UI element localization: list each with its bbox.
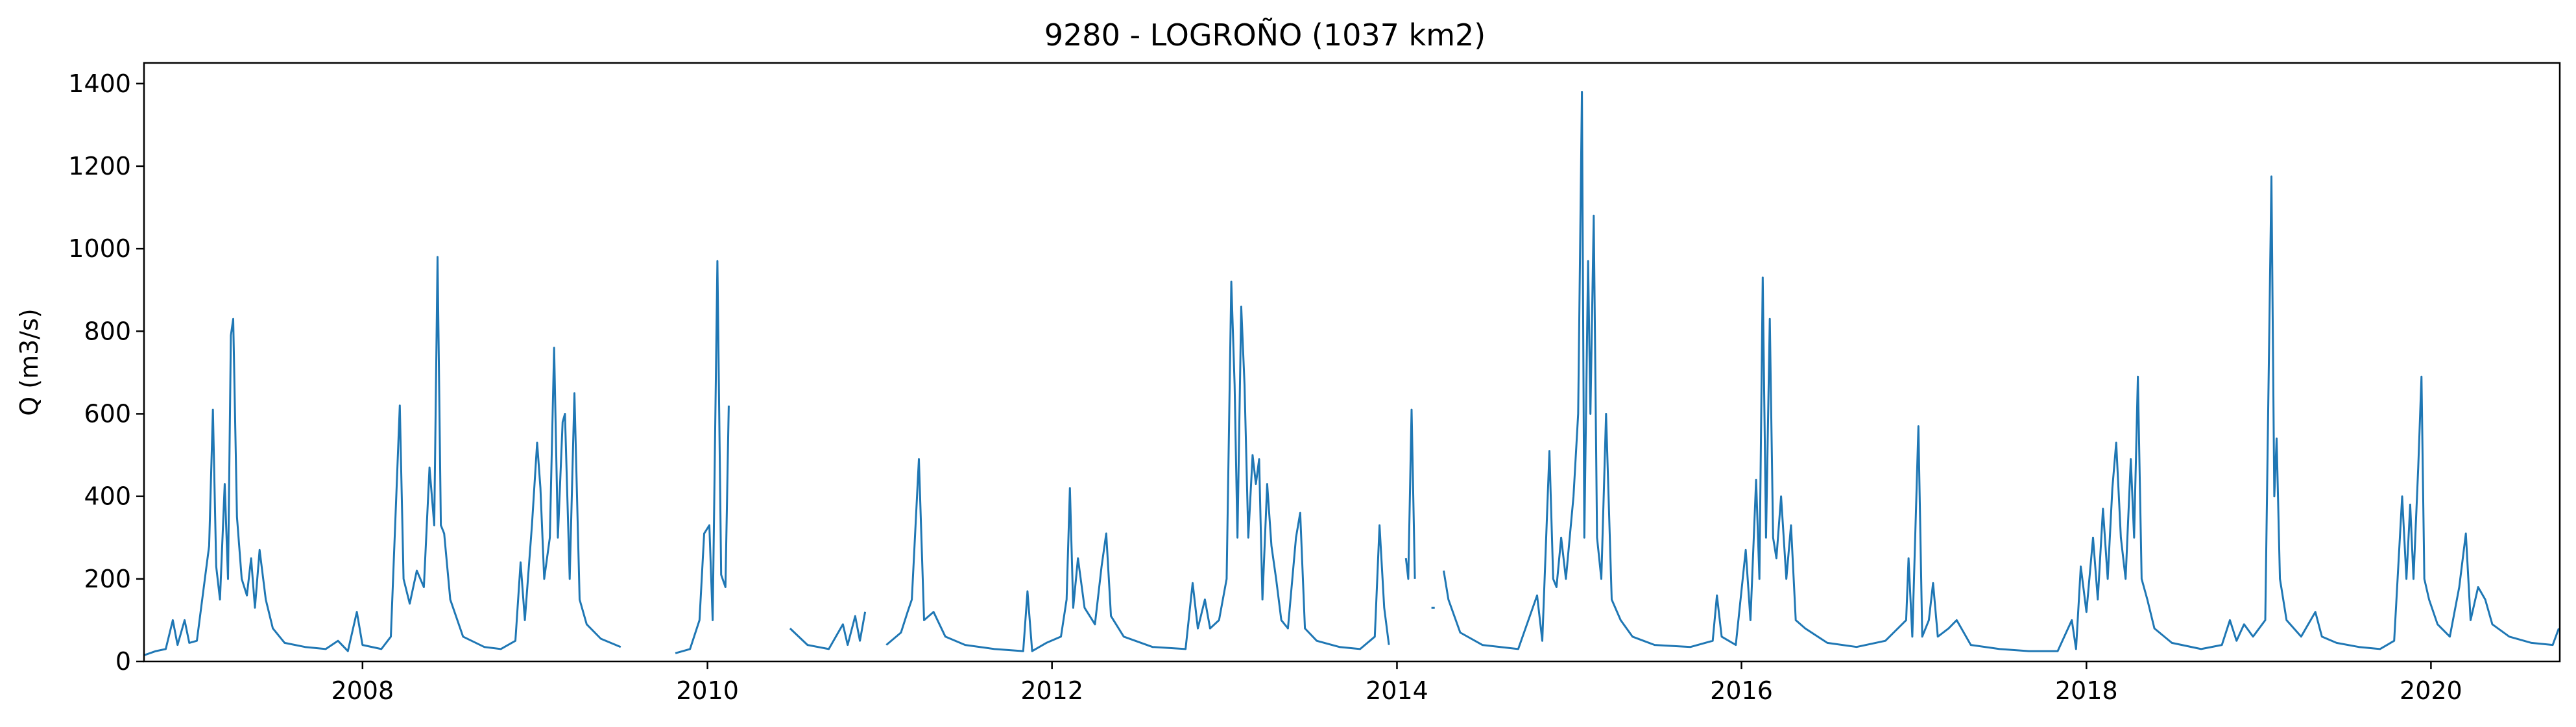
x-axis: 2008 2010 2012 2014 2016 2018 2020 (331, 661, 2462, 705)
series-line-segment-1 (675, 260, 730, 654)
x-tick-label: 2018 (2055, 676, 2118, 705)
y-tick-label: 600 (84, 399, 131, 428)
y-axis-label: Q (m3/s) (15, 308, 43, 415)
x-tick-label: 2010 (676, 676, 739, 705)
series-line-segment-2 (789, 611, 867, 650)
y-tick-label: 400 (84, 482, 131, 511)
x-tick-label: 2014 (1366, 676, 1428, 705)
y-tick-label: 0 (115, 647, 131, 676)
plot-area (144, 91, 2560, 656)
y-tick-label: 1000 (68, 234, 131, 263)
y-tick-label: 1400 (68, 69, 131, 98)
series-line-segment-4 (1404, 408, 1416, 580)
series-line-segment-0 (144, 256, 621, 656)
y-tick-label: 200 (84, 565, 131, 593)
x-tick-label: 2008 (331, 676, 394, 705)
x-tick-label: 2012 (1020, 676, 1083, 705)
plot-frame (143, 62, 2561, 663)
y-axis: 0 200 400 600 800 1000 1200 1400 (68, 69, 144, 676)
series-line-segment-3 (885, 280, 1390, 652)
x-tick-label: 2020 (2400, 676, 2462, 705)
chart-title: 9280 - LOGROÑO (1037 km2) (1044, 18, 1486, 53)
y-tick-label: 1200 (68, 152, 131, 180)
series-line-segment-6 (1443, 91, 2560, 652)
x-tick-label: 2016 (1710, 676, 1773, 705)
y-tick-label: 800 (84, 317, 131, 345)
